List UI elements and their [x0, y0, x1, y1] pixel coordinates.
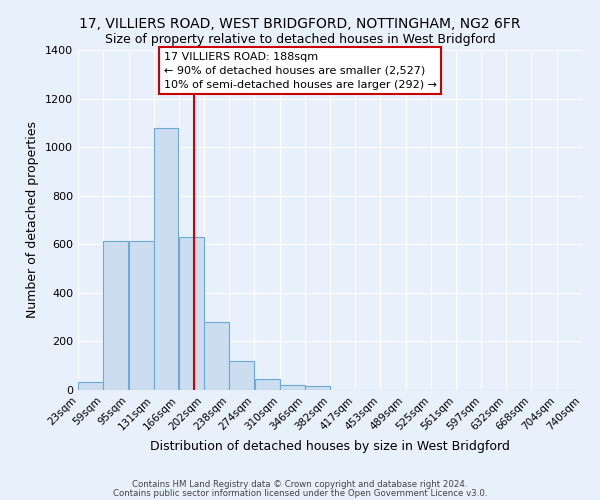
Bar — [103, 242, 128, 390]
Bar — [254, 378, 280, 390]
Text: Contains public sector information licensed under the Open Government Licence v3: Contains public sector information licen… — [113, 489, 487, 498]
Text: 17 VILLIERS ROAD: 188sqm
← 90% of detached houses are smaller (2,527)
10% of sem: 17 VILLIERS ROAD: 188sqm ← 90% of detach… — [164, 52, 437, 90]
Text: Size of property relative to detached houses in West Bridgford: Size of property relative to detached ho… — [104, 32, 496, 46]
Bar — [229, 361, 254, 390]
Bar — [280, 384, 305, 390]
Bar — [154, 128, 178, 390]
Bar — [305, 386, 330, 390]
Bar — [204, 322, 229, 390]
Text: Contains HM Land Registry data © Crown copyright and database right 2024.: Contains HM Land Registry data © Crown c… — [132, 480, 468, 489]
Bar — [129, 242, 154, 390]
X-axis label: Distribution of detached houses by size in West Bridgford: Distribution of detached houses by size … — [150, 440, 510, 453]
Bar — [78, 382, 103, 390]
Y-axis label: Number of detached properties: Number of detached properties — [26, 122, 40, 318]
Text: 17, VILLIERS ROAD, WEST BRIDGFORD, NOTTINGHAM, NG2 6FR: 17, VILLIERS ROAD, WEST BRIDGFORD, NOTTI… — [79, 18, 521, 32]
Bar — [179, 237, 203, 390]
